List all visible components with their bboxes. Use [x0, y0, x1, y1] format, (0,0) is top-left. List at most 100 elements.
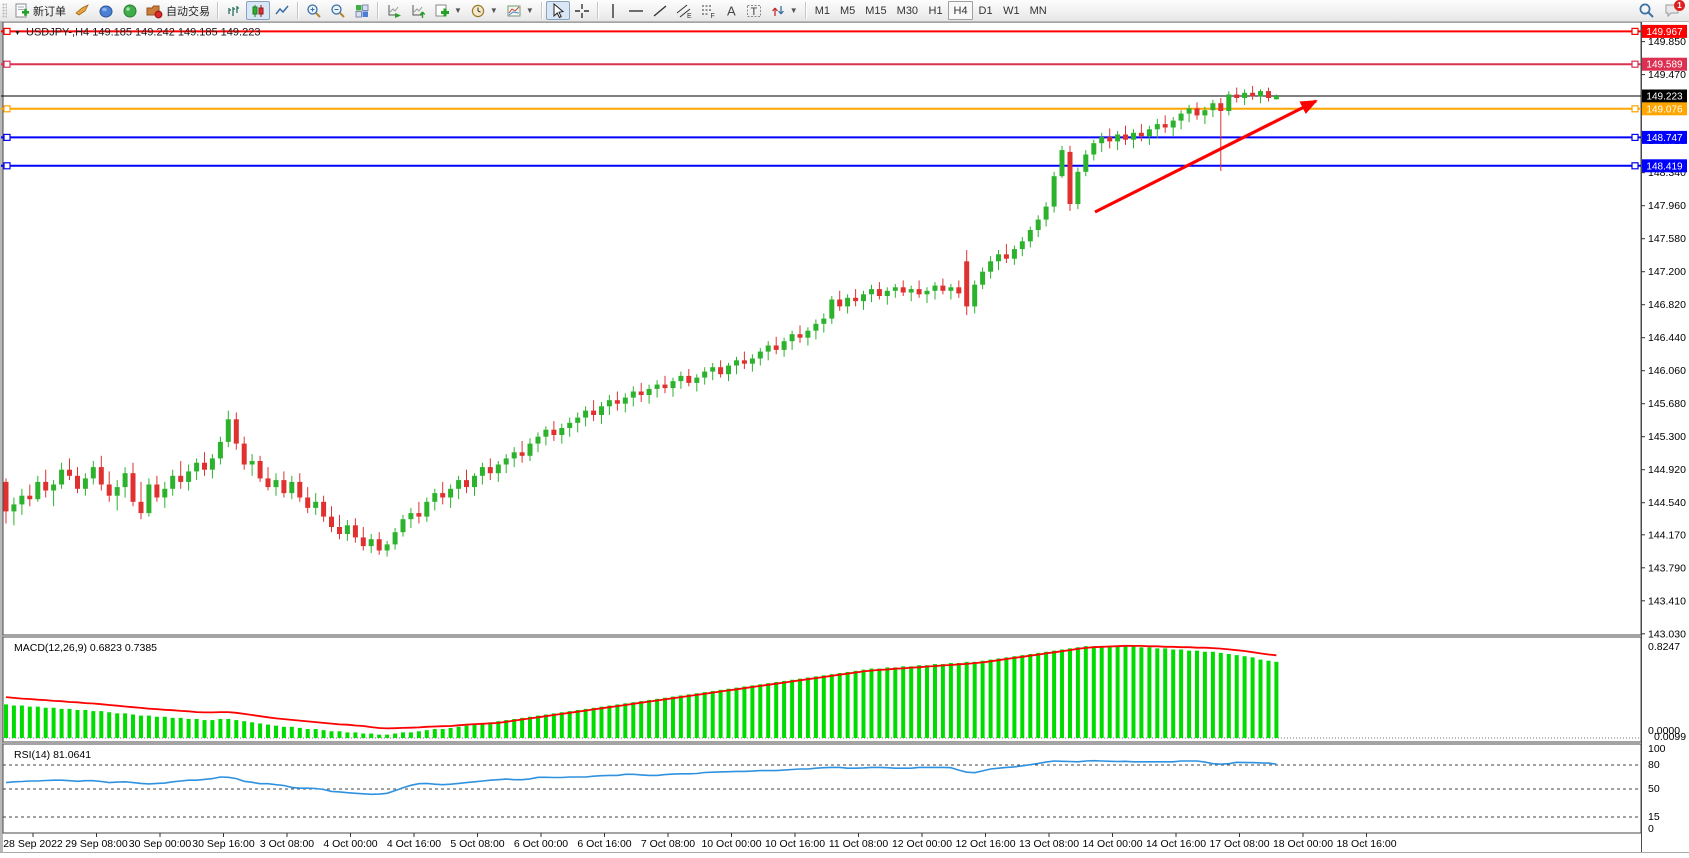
macd-histogram-bar: [361, 733, 366, 738]
candle-body: [575, 417, 581, 423]
text-tool[interactable]: A: [720, 1, 742, 20]
indicators-dropdown[interactable]: ▼: [430, 1, 466, 20]
tile-windows-button[interactable]: [350, 1, 374, 20]
candle-body: [900, 287, 906, 293]
macd-pane[interactable]: MACD(12,26,9) 0.6823 0.7385 0.8247 0.00000…: [3, 641, 1686, 743]
candle-body: [225, 419, 231, 442]
timeframe-h1[interactable]: H1: [923, 1, 948, 20]
candle-body: [209, 458, 215, 470]
periods-dropdown[interactable]: ▼: [466, 1, 502, 20]
tile-windows-icon: [355, 4, 369, 17]
candle-body: [924, 290, 930, 295]
candle-body: [749, 358, 755, 364]
macd-histogram-bar: [869, 668, 874, 738]
timeframe-d1[interactable]: D1: [973, 1, 998, 20]
macd-histogram-bar: [464, 725, 469, 738]
bar-chart-button[interactable]: [222, 1, 246, 20]
vertical-line-tool[interactable]: [602, 1, 624, 20]
candlestick-chart-icon: [252, 4, 264, 17]
macd-histogram-bar: [1020, 655, 1025, 738]
equidistant-channel-tool[interactable]: E: [672, 1, 696, 20]
line-handle-right: [1631, 162, 1639, 170]
terminal-button[interactable]: [118, 1, 142, 20]
macd-histogram-bar: [647, 699, 652, 738]
candle-body: [1162, 124, 1168, 128]
candle-body: [614, 400, 620, 404]
price-tick-label: 144.920: [1648, 464, 1686, 476]
candle-body: [392, 532, 398, 545]
macd-histogram-bar: [408, 732, 413, 738]
candle-body: [1170, 120, 1176, 128]
candle-body: [305, 497, 311, 508]
candle-body: [1194, 108, 1200, 116]
macd-histogram-bar: [798, 678, 802, 738]
chart-shift-button[interactable]: [406, 1, 430, 20]
new-order-button[interactable]: 新订单: [10, 1, 70, 20]
candle-body: [146, 484, 152, 514]
macd-histogram-bar: [766, 683, 771, 738]
candle-body: [178, 475, 184, 482]
timeframe-m30[interactable]: M30: [892, 1, 923, 20]
horizontal-line-tool[interactable]: [624, 1, 648, 20]
zoom-in-button[interactable]: [302, 1, 326, 20]
macd-histogram-bar: [543, 714, 548, 738]
price-axis[interactable]: 149.850149.470149.090148.710148.340147.9…: [1641, 24, 1687, 640]
macd-histogram-bar: [297, 727, 302, 738]
time-tick-label: 3 Oct 08:00: [260, 838, 314, 850]
zoom-out-button[interactable]: [326, 1, 350, 20]
price-badge-label: 149.967: [1646, 27, 1683, 38]
candle-body: [837, 299, 843, 307]
timeframe-m1[interactable]: M1: [810, 1, 835, 20]
main-price-pane[interactable]: ▼ USDJPY-,H4 149.185 149.242 149.185 149.…: [1, 27, 1641, 557]
timeframe-h4[interactable]: H4: [948, 1, 974, 20]
candle-body: [1250, 92, 1256, 97]
macd-histogram-bar: [1171, 649, 1176, 738]
toolbar-grip[interactable]: [2, 3, 7, 18]
candle-body: [472, 475, 477, 488]
rsi-pane[interactable]: RSI(14) 81.0641 100 80 50 150: [3, 743, 1666, 835]
timeframe-mn[interactable]: MN: [1025, 1, 1052, 20]
macd-histogram-bar: [266, 724, 270, 738]
templates-dropdown[interactable]: ▼: [502, 1, 538, 20]
auto-scroll-button[interactable]: [382, 1, 406, 20]
trendline-tool[interactable]: [648, 1, 672, 20]
candlestick-chart-button[interactable]: [246, 1, 270, 20]
notifications-button[interactable]: 1: [1663, 0, 1685, 21]
zoom-in-icon: [307, 3, 321, 18]
chart-window[interactable]: ▼ USDJPY-,H4 149.185 149.242 149.185 149.…: [0, 21, 1689, 858]
macd-histogram-bar: [988, 659, 993, 738]
macd-histogram-bar: [226, 718, 231, 738]
candle-body: [170, 475, 176, 489]
candle-body: [559, 428, 565, 435]
cursor-button[interactable]: [545, 1, 570, 20]
price-badge-label: 148.419: [1646, 161, 1683, 172]
line-chart-button[interactable]: [270, 1, 294, 20]
navigator-button[interactable]: [94, 1, 118, 20]
candle-body: [821, 318, 827, 324]
vertical-line-icon: [612, 3, 614, 18]
macd-histogram-bar: [369, 733, 374, 738]
fibonacci-tool[interactable]: F: [696, 1, 720, 20]
text-label-tool[interactable]: T: [742, 1, 766, 20]
candle-body: [606, 400, 612, 407]
macd-histogram-bar: [448, 727, 453, 738]
candle-body: [1059, 150, 1065, 177]
macd-label: MACD(12,26,9) 0.6823 0.7385: [14, 642, 157, 654]
search-button[interactable]: [1634, 1, 1659, 20]
macd-histogram-bar: [313, 729, 318, 738]
candle-body: [82, 478, 88, 489]
line-handle-left: [3, 105, 11, 113]
candle-body: [694, 377, 700, 383]
autotrading-button[interactable]: 自动交易: [142, 1, 214, 20]
macd-histogram-bar: [1060, 649, 1064, 738]
arrows-dropdown[interactable]: ▼: [766, 1, 802, 20]
crosshair-button[interactable]: [570, 1, 594, 20]
market-watch-button[interactable]: [70, 1, 94, 20]
trend-arrow[interactable]: [1094, 99, 1318, 214]
time-axis[interactable]: 28 Sep 2022 29 Sep 08:00 30 Sep 00:00 30 Se…: [3, 833, 1397, 850]
timeframe-m5[interactable]: M5: [835, 1, 860, 20]
timeframe-w1[interactable]: W1: [998, 1, 1025, 20]
timeframe-m15[interactable]: M15: [860, 1, 891, 20]
candle-body: [1210, 103, 1216, 111]
macd-histogram-bar: [551, 713, 556, 738]
